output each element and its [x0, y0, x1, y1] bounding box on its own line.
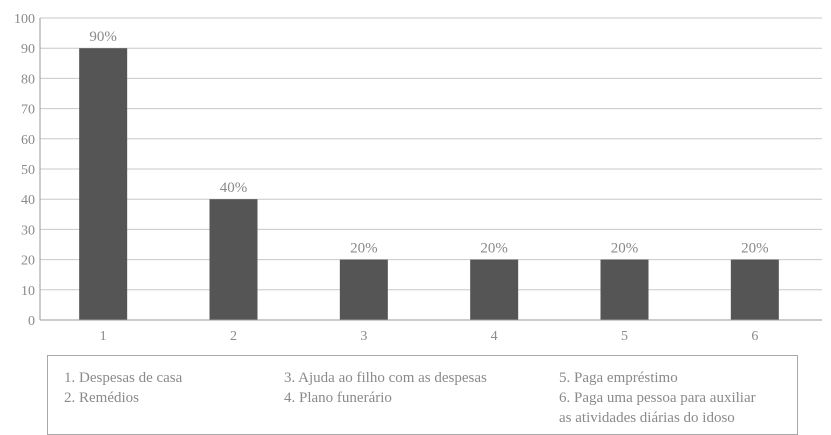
y-tick-label: 70 — [21, 103, 35, 118]
y-tick-label: 0 — [28, 314, 35, 329]
y-tick-label: 90 — [21, 42, 35, 57]
bars — [79, 48, 779, 320]
data-label-2: 40% — [220, 180, 248, 196]
y-tick-label: 20 — [21, 254, 35, 269]
data-label-1: 90% — [89, 29, 117, 45]
legend-column-1: 1. Despesas de casa 2. Remédios — [64, 368, 182, 408]
legend-item-2: 2. Remédios — [64, 390, 139, 406]
grid-lines — [40, 17, 822, 321]
bar-6 — [730, 259, 779, 320]
legend-item-6-continued: as atividades diárias do idoso — [559, 410, 735, 426]
y-tick-label: 40 — [21, 193, 35, 208]
legend-item-5: 5. Paga empréstimo — [559, 370, 678, 386]
bar-1 — [79, 48, 128, 320]
bar-5 — [600, 259, 649, 320]
legend-column-2: 3. Ajuda ao filho com as despesas 4. Pla… — [284, 368, 487, 408]
x-tick-label-5: 5 — [621, 329, 628, 344]
y-tick-label: 30 — [21, 223, 35, 238]
y-tick-label: 10 — [21, 284, 35, 299]
bar-3 — [339, 259, 388, 320]
legend-item-6: 6. Paga uma pessoa para auxiliar — [559, 390, 756, 406]
data-label-4: 20% — [480, 241, 508, 257]
x-tick-label-4: 4 — [491, 329, 498, 344]
x-tick-label-2: 2 — [230, 329, 237, 344]
x-tick-label-3: 3 — [360, 329, 367, 344]
y-tick-label: 100 — [14, 12, 35, 27]
legend-item-3: 3. Ajuda ao filho com as despesas — [284, 370, 487, 386]
y-axis: 0 10 20 30 40 50 60 70 80 90 100 — [14, 12, 41, 329]
x-axis: 1 2 3 4 5 6 — [40, 319, 822, 344]
legend-item-4: 4. Plano funerário — [284, 390, 392, 406]
bar-2 — [209, 199, 258, 320]
y-tick-label: 80 — [21, 72, 35, 87]
data-label-3: 20% — [350, 241, 378, 257]
y-tick-label: 50 — [21, 163, 35, 178]
legend-item-1: 1. Despesas de casa — [64, 370, 183, 386]
data-labels: 90% 40% 20% 20% 20% 20% — [89, 29, 768, 256]
bar-4 — [470, 259, 519, 320]
legend-box: 1. Despesas de casa 2. Remédios 3. Ajuda… — [47, 355, 798, 435]
data-label-5: 20% — [611, 241, 639, 257]
legend-column-3: 5. Paga empréstimo 6. Paga uma pessoa pa… — [559, 368, 756, 428]
y-tick-label: 60 — [21, 133, 35, 148]
x-tick-label-6: 6 — [751, 329, 758, 344]
data-label-6: 20% — [741, 241, 769, 257]
x-tick-label-1: 1 — [100, 329, 107, 344]
